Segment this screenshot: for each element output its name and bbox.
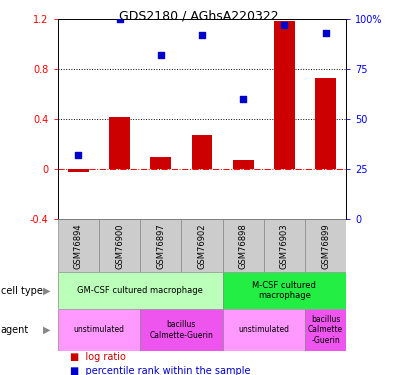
Bar — [58, 219, 99, 272]
Text: GSM76903: GSM76903 — [280, 224, 289, 269]
Text: GSM76898: GSM76898 — [239, 224, 248, 269]
Bar — [58, 309, 140, 351]
Point — [322, 30, 329, 36]
Bar — [181, 219, 222, 272]
Text: GM-CSF cultured macrophage: GM-CSF cultured macrophage — [77, 286, 203, 295]
Point — [116, 16, 123, 22]
Text: GSM76899: GSM76899 — [321, 224, 330, 269]
Text: GDS2180 / AGhsA220322: GDS2180 / AGhsA220322 — [119, 9, 279, 22]
Text: unstimulated: unstimulated — [74, 326, 125, 334]
Text: unstimulated: unstimulated — [238, 326, 289, 334]
Bar — [109, 117, 130, 169]
Text: bacillus
Calmette-Guerin: bacillus Calmette-Guerin — [149, 320, 213, 340]
Text: cell type: cell type — [1, 286, 43, 296]
Bar — [192, 135, 212, 169]
Bar — [99, 219, 140, 272]
Point — [240, 96, 246, 102]
Bar — [274, 21, 295, 169]
Point — [281, 22, 288, 28]
Text: ▶: ▶ — [43, 325, 51, 335]
Bar — [140, 219, 181, 272]
Bar — [264, 219, 305, 272]
Text: ■  percentile rank within the sample: ■ percentile rank within the sample — [70, 366, 250, 375]
Text: GSM76894: GSM76894 — [74, 224, 83, 269]
Bar — [150, 157, 171, 169]
Point — [158, 52, 164, 58]
Bar — [233, 160, 254, 169]
Bar — [315, 78, 336, 169]
Bar — [140, 309, 222, 351]
Text: GSM76897: GSM76897 — [156, 224, 165, 269]
Bar — [58, 272, 222, 309]
Text: ▶: ▶ — [43, 286, 51, 296]
Bar — [305, 219, 346, 272]
Text: bacillus
Calmette
-Guerin: bacillus Calmette -Guerin — [308, 315, 343, 345]
Text: ■  log ratio: ■ log ratio — [70, 352, 125, 363]
Bar — [68, 169, 89, 172]
Bar — [222, 219, 264, 272]
Bar — [222, 272, 346, 309]
Text: GSM76900: GSM76900 — [115, 224, 124, 269]
Text: agent: agent — [1, 325, 29, 335]
Text: GSM76902: GSM76902 — [197, 224, 207, 269]
Point — [199, 32, 205, 38]
Text: M-CSF cultured
macrophage: M-CSF cultured macrophage — [252, 281, 316, 300]
Point — [75, 152, 82, 158]
Bar — [305, 309, 346, 351]
Bar — [222, 309, 305, 351]
